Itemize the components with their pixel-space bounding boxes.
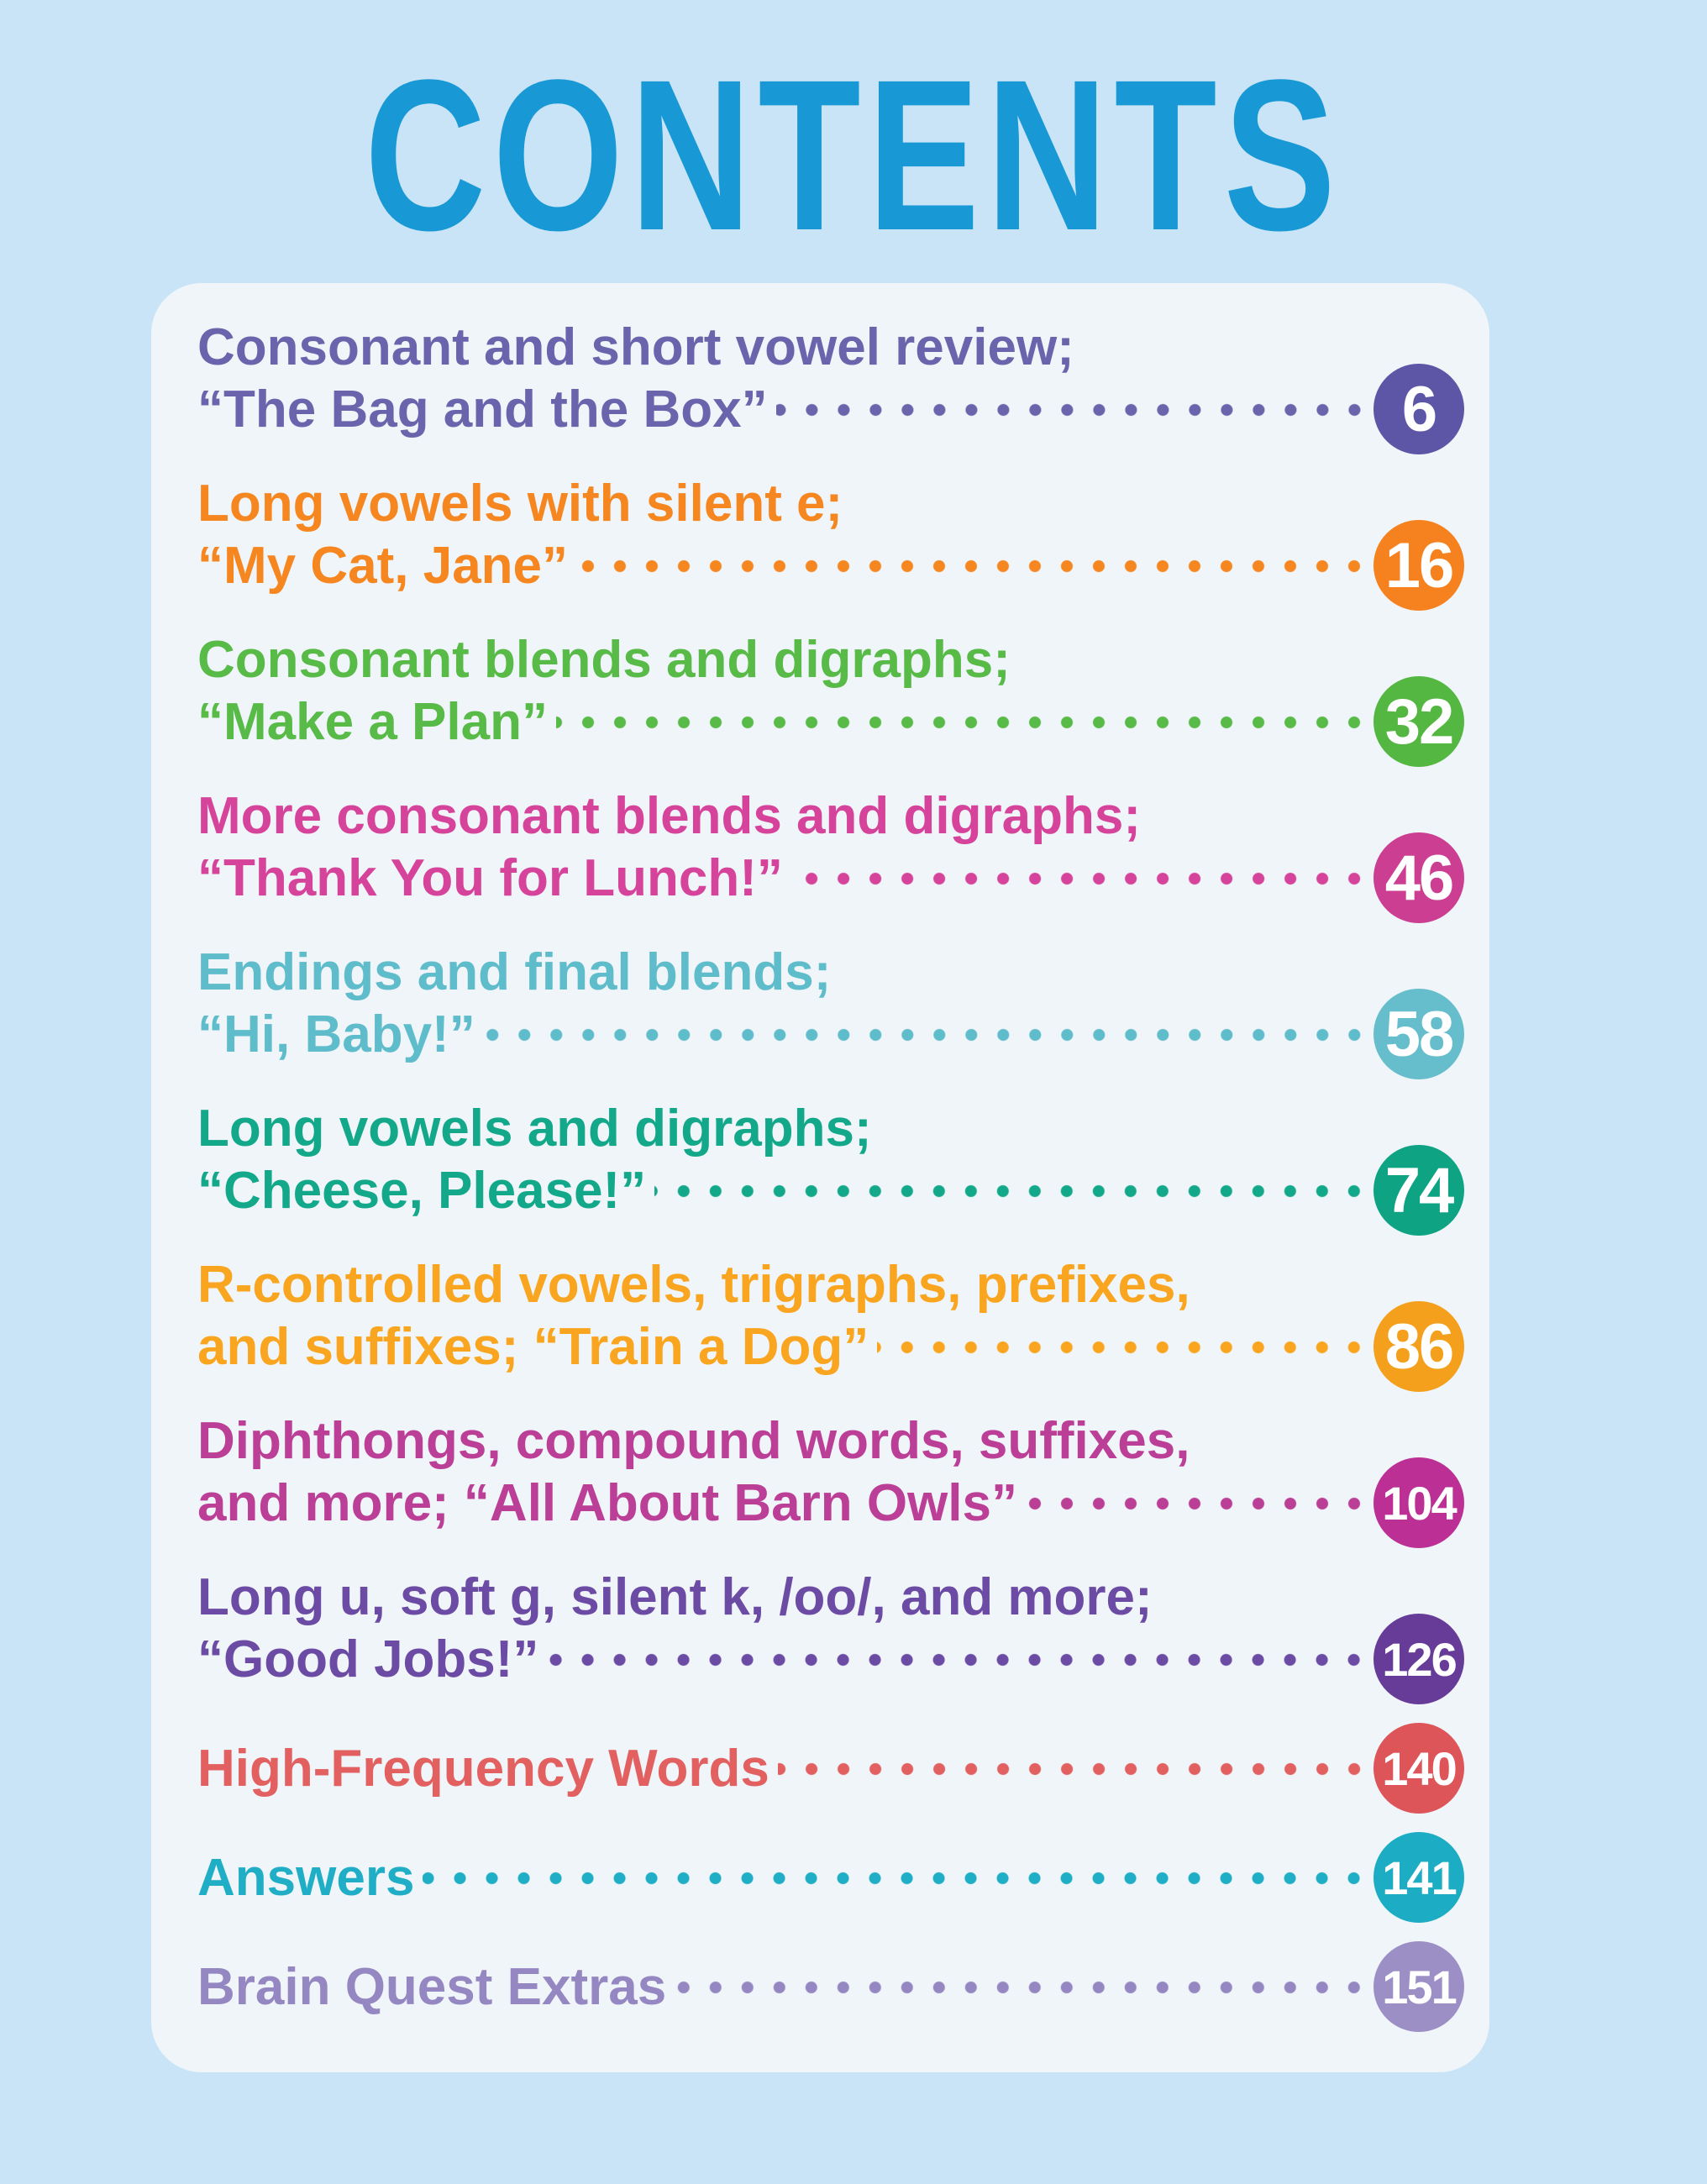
entry-title-line2: Brain Quest Extras bbox=[197, 1958, 667, 2016]
dotted-leader bbox=[576, 535, 1373, 597]
entry-last-line: “The Bag and the Box” bbox=[197, 379, 1373, 441]
page-number-badge: 74 bbox=[1373, 1145, 1464, 1236]
dotted-leader bbox=[675, 1956, 1373, 2019]
toc-entry: Diphthongs, compound words, suffixes, an… bbox=[197, 1410, 1464, 1548]
toc-entry: Consonant blends and digraphs; “Make a P… bbox=[197, 629, 1464, 767]
entry-last-line: “Thank You for Lunch!” bbox=[197, 848, 1373, 910]
entry-title-line2: “Thank You for Lunch!” bbox=[197, 849, 783, 907]
toc-entry: Brain Quest Extras 151 bbox=[197, 1941, 1464, 2032]
page-number-badge: 32 bbox=[1373, 676, 1464, 767]
dotted-leader bbox=[775, 379, 1373, 441]
entry-title-line1: Diphthongs, compound words, suffixes, bbox=[197, 1412, 1190, 1470]
entry-title-line1: R-controlled vowels, trigraphs, prefixes… bbox=[197, 1256, 1190, 1314]
entry-title-line2: “The Bag and the Box” bbox=[197, 381, 768, 438]
dotted-leader bbox=[777, 1738, 1373, 1800]
entry-last-line: and suffixes; “Train a Dog” bbox=[197, 1316, 1373, 1378]
page-number-badge: 46 bbox=[1373, 832, 1464, 923]
entry-title-line2: and suffixes; “Train a Dog” bbox=[197, 1318, 869, 1376]
toc-entry: Long u, soft g, silent k, /oo/, and more… bbox=[197, 1567, 1464, 1704]
page-number: 140 bbox=[1382, 1741, 1457, 1795]
toc-entry: Answers 141 bbox=[197, 1832, 1464, 1923]
entry-text: Long vowels and digraphs; “Cheese, Pleas… bbox=[197, 1098, 1373, 1222]
entry-title-line1: Long vowels and digraphs; bbox=[197, 1100, 872, 1158]
entry-text: Consonant and short vowel review; “The B… bbox=[197, 317, 1373, 441]
dotted-leader bbox=[1026, 1473, 1373, 1535]
entry-text: Brain Quest Extras bbox=[197, 1956, 1373, 2019]
entry-title-line1: Long vowels with silent e; bbox=[197, 475, 843, 533]
entry-title-line2: “Cheese, Please!” bbox=[197, 1162, 647, 1220]
entry-title-line1: Consonant blends and digraphs; bbox=[197, 631, 1011, 689]
page-number-badge: 6 bbox=[1373, 364, 1464, 454]
toc-card: Consonant and short vowel review; “The B… bbox=[151, 283, 1489, 2072]
entry-title-line2: “My Cat, Jane” bbox=[197, 537, 569, 595]
entry-text: Consonant blends and digraphs; “Make a P… bbox=[197, 629, 1373, 753]
toc-entry: R-controlled vowels, trigraphs, prefixes… bbox=[197, 1254, 1464, 1392]
dotted-leader bbox=[877, 1316, 1373, 1378]
toc-entry: High-Frequency Words 140 bbox=[197, 1723, 1464, 1814]
toc-entry: Consonant and short vowel review; “The B… bbox=[197, 317, 1464, 454]
entry-title-line2: “Make a Plan” bbox=[197, 693, 548, 751]
toc-entry: More consonant blends and digraphs; “Tha… bbox=[197, 785, 1464, 923]
entry-text: High-Frequency Words bbox=[197, 1738, 1373, 1800]
dotted-leader bbox=[483, 1004, 1373, 1066]
page-number: 74 bbox=[1384, 1154, 1455, 1226]
toc-list: Consonant and short vowel review; “The B… bbox=[197, 317, 1464, 2032]
toc-entry: Endings and final blends; “Hi, Baby!” 58 bbox=[197, 942, 1464, 1079]
page-number-badge: 16 bbox=[1373, 520, 1464, 611]
dotted-leader bbox=[547, 1629, 1373, 1691]
dotted-leader bbox=[790, 848, 1373, 910]
entry-title-line1: Endings and final blends; bbox=[197, 943, 832, 1001]
entry-text: More consonant blends and digraphs; “Tha… bbox=[197, 785, 1373, 910]
entry-title-line2: and more; “All About Barn Owls” bbox=[197, 1474, 1017, 1532]
entry-title-line1: More consonant blends and digraphs; bbox=[197, 787, 1141, 845]
page-number: 141 bbox=[1382, 1851, 1457, 1904]
entry-title-line2: “Hi, Baby!” bbox=[197, 1005, 475, 1063]
page-number-badge: 151 bbox=[1373, 1941, 1464, 2032]
entry-last-line: and more; “All About Barn Owls” bbox=[197, 1473, 1373, 1535]
entry-text: Endings and final blends; “Hi, Baby!” bbox=[197, 942, 1373, 1066]
page-title: CONTENTS bbox=[365, 35, 1342, 276]
entry-last-line: Answers bbox=[197, 1847, 1373, 1909]
entry-text: R-controlled vowels, trigraphs, prefixes… bbox=[197, 1254, 1373, 1378]
entry-text: Long vowels with silent e; “My Cat, Jane… bbox=[197, 473, 1373, 597]
entry-title-line2: High-Frequency Words bbox=[197, 1740, 769, 1798]
page-number-badge: 58 bbox=[1373, 989, 1464, 1079]
page-number-badge: 104 bbox=[1373, 1457, 1464, 1548]
page-number-badge: 141 bbox=[1373, 1832, 1464, 1923]
title-area: CONTENTS bbox=[0, 0, 1707, 263]
entry-last-line: “Hi, Baby!” bbox=[197, 1004, 1373, 1066]
page-number: 58 bbox=[1384, 998, 1455, 1070]
entry-title-line1: Consonant and short vowel review; bbox=[197, 318, 1074, 376]
entry-last-line: “Cheese, Please!” bbox=[197, 1160, 1373, 1222]
entry-last-line: “My Cat, Jane” bbox=[197, 535, 1373, 597]
dotted-leader bbox=[555, 691, 1373, 753]
entry-text: Answers bbox=[197, 1847, 1373, 1909]
page-number-badge: 86 bbox=[1373, 1301, 1464, 1392]
page-number: 126 bbox=[1382, 1632, 1457, 1686]
entry-text: Diphthongs, compound words, suffixes, an… bbox=[197, 1410, 1373, 1535]
page-number-badge: 140 bbox=[1373, 1723, 1464, 1814]
page-number: 151 bbox=[1382, 1960, 1457, 2013]
page-number: 86 bbox=[1384, 1310, 1455, 1383]
page-number: 32 bbox=[1384, 685, 1455, 758]
entry-title-line2: Answers bbox=[197, 1849, 415, 1907]
entry-last-line: “Good Jobs!” bbox=[197, 1629, 1373, 1691]
entry-last-line: Brain Quest Extras bbox=[197, 1956, 1373, 2019]
page-number-badge: 126 bbox=[1373, 1614, 1464, 1704]
entry-text: Long u, soft g, silent k, /oo/, and more… bbox=[197, 1567, 1373, 1691]
page-number: 6 bbox=[1401, 373, 1437, 445]
dotted-leader bbox=[654, 1160, 1373, 1222]
entry-title-line2: “Good Jobs!” bbox=[197, 1630, 539, 1688]
entry-last-line: “Make a Plan” bbox=[197, 691, 1373, 753]
page-number: 104 bbox=[1382, 1476, 1457, 1530]
toc-entry: Long vowels and digraphs; “Cheese, Pleas… bbox=[197, 1098, 1464, 1236]
dotted-leader bbox=[423, 1847, 1373, 1909]
page-number: 16 bbox=[1384, 529, 1455, 601]
entry-title-line1: Long u, soft g, silent k, /oo/, and more… bbox=[197, 1568, 1153, 1626]
toc-entry: Long vowels with silent e; “My Cat, Jane… bbox=[197, 473, 1464, 611]
entry-last-line: High-Frequency Words bbox=[197, 1738, 1373, 1800]
page-number: 46 bbox=[1384, 842, 1455, 914]
